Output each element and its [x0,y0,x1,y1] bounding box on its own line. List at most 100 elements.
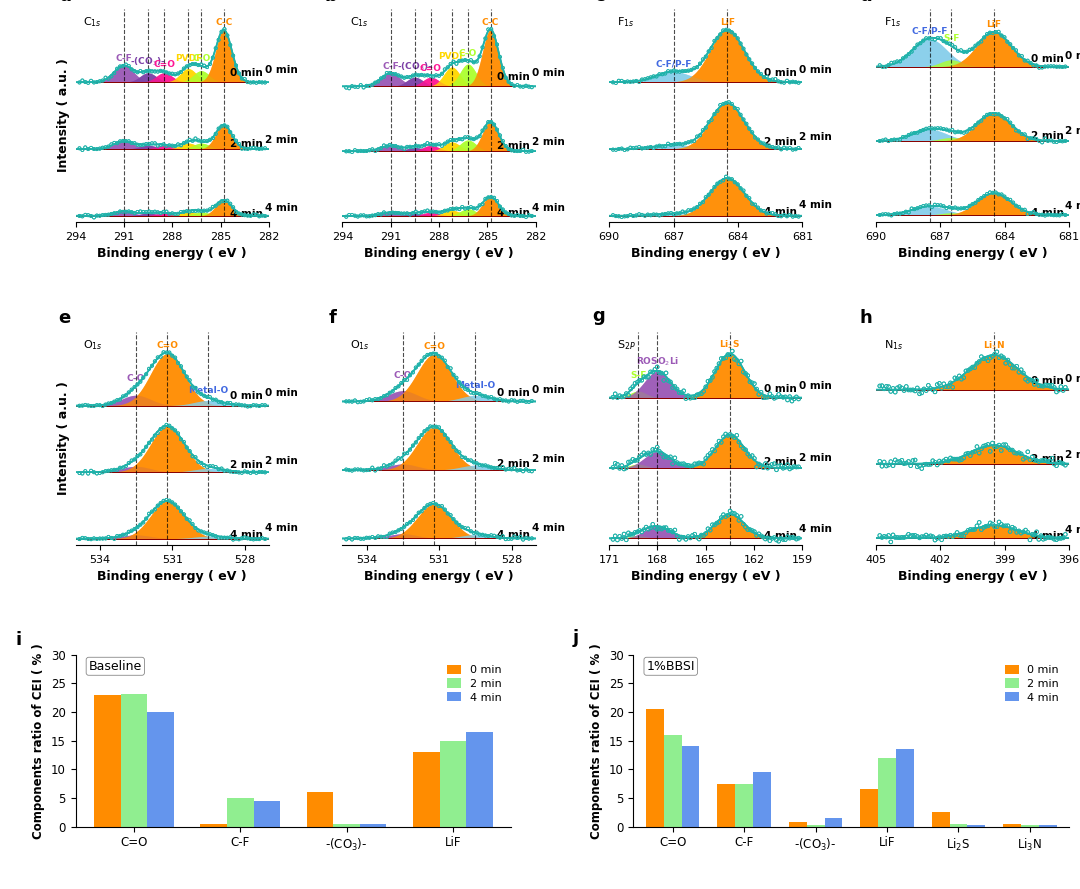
Point [637,370,654,384]
Point [413,205,430,220]
Point [990,25,1008,39]
Point [950,453,968,468]
Point [772,389,789,404]
Point [80,76,97,90]
Point [648,140,665,154]
Point [108,462,125,477]
Point [610,209,627,223]
Point [170,67,187,81]
Point [237,464,254,478]
Point [1013,127,1030,141]
Point [897,456,915,470]
Point [734,183,752,197]
Point [1022,453,1039,467]
Point [228,204,245,219]
Point [1008,359,1025,373]
Point [653,140,671,154]
Point [657,140,674,154]
Point [779,530,796,544]
Point [746,452,764,466]
Point [708,361,726,375]
Text: 0 min: 0 min [1065,52,1080,61]
Point [476,120,494,134]
Point [777,389,794,404]
Text: $\mathbf{h}$: $\mathbf{h}$ [859,309,872,327]
Point [106,532,123,546]
Point [732,36,750,51]
Point [352,395,369,409]
Point [882,56,900,70]
Point [1001,525,1018,539]
Point [932,198,949,212]
Point [633,448,650,462]
Point [891,54,908,68]
Point [886,207,903,221]
Point [679,388,697,403]
Point [743,56,760,70]
Point [378,140,395,154]
Point [454,379,471,393]
Point [1032,379,1050,393]
Point [990,438,1008,453]
Point [648,440,665,454]
Point [1056,527,1074,541]
Point [990,515,1008,529]
Point [251,532,268,546]
Point [664,457,681,471]
Point [71,209,89,223]
Point [103,137,120,151]
Point [777,533,794,547]
Point [80,467,97,481]
Point [135,371,152,385]
Point [1016,127,1034,141]
Point [497,532,514,546]
Point [114,59,132,73]
Bar [681,747,700,827]
Point [384,457,402,471]
Point [184,380,201,394]
Point [949,44,967,58]
Point [152,138,170,152]
Point [395,520,413,534]
Point [181,444,199,458]
Point [146,204,163,219]
Point [761,140,779,154]
Point [993,348,1010,363]
Point [450,445,468,460]
Point [369,207,387,221]
Point [366,144,383,158]
Point [404,513,421,527]
Point [230,533,247,547]
Point [973,35,990,49]
Point [210,462,227,477]
Point [146,428,163,443]
Point [509,208,526,222]
Point [1045,134,1063,148]
Point [1022,56,1039,70]
Point [219,531,237,545]
Point [880,528,897,542]
Point [163,421,180,436]
Point [611,461,629,476]
Point [674,64,691,78]
Point [77,140,94,155]
Point [950,528,968,542]
Point [662,450,679,464]
Point [1013,49,1030,63]
Point [734,364,752,379]
Point [158,65,175,79]
Point [953,44,970,58]
Point [730,435,747,449]
Point [950,528,968,542]
Point [631,207,648,221]
Point [514,464,531,478]
Point [204,459,221,473]
Point [390,140,407,155]
Point [605,390,622,404]
Point [891,380,908,394]
Point [364,461,381,475]
Point [366,531,383,545]
Point [366,144,383,158]
Point [73,74,91,88]
Point [201,459,218,473]
